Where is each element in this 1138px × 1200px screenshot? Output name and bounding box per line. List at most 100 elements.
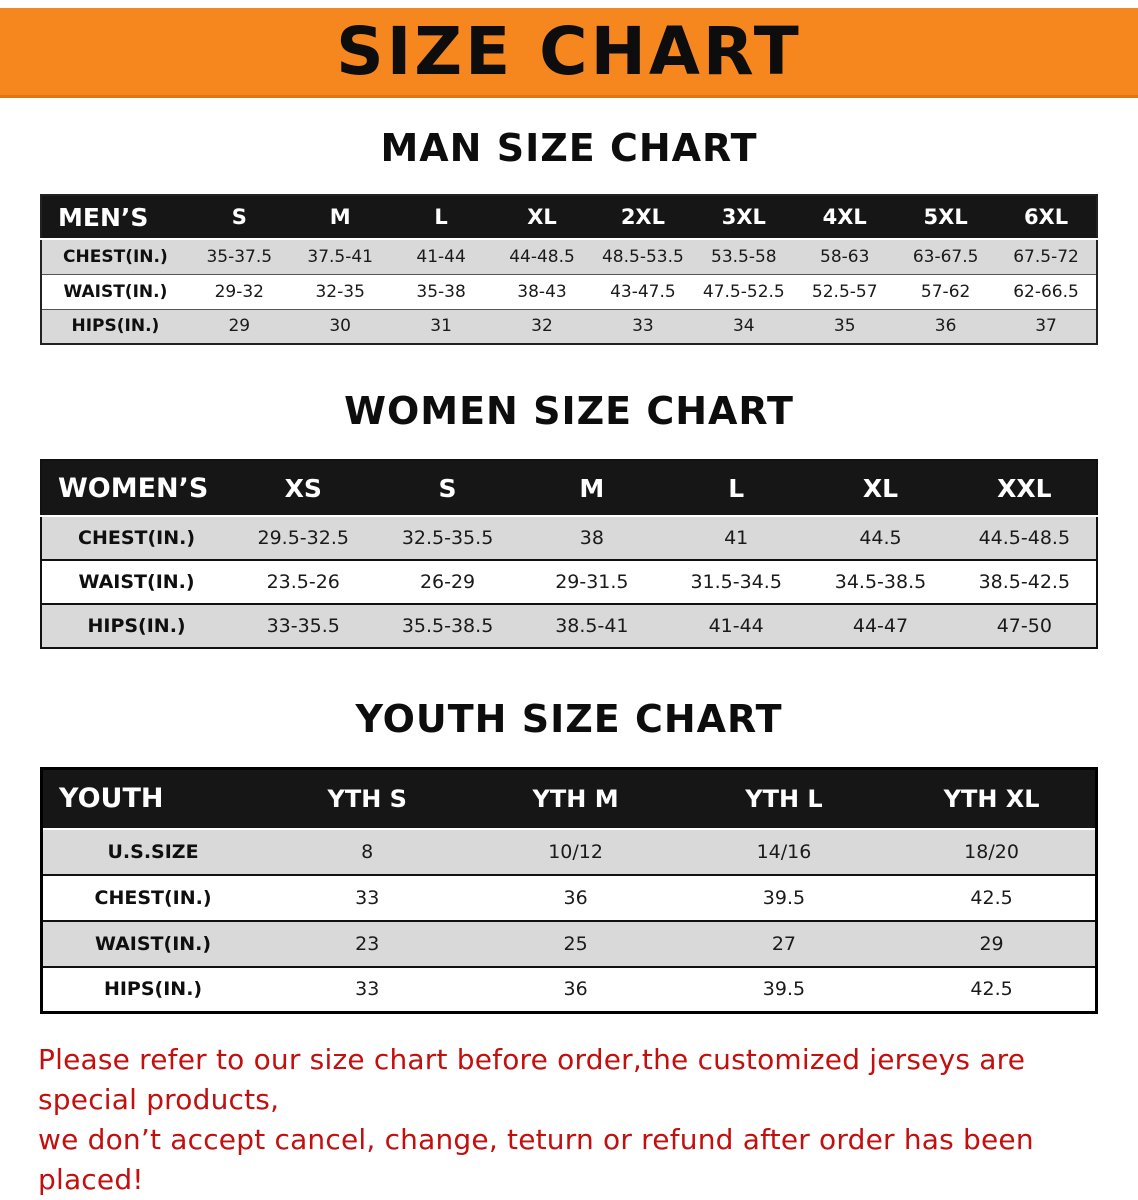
column-header: M (519, 460, 665, 517)
column-header: S (188, 195, 290, 240)
table-body: U.S.SIZE 8 10/12 14/16 18/20 CHEST(IN.) 33 36 39… (41, 828, 1097, 1013)
size-value-cell: 37.5-41 (307, 246, 373, 267)
column-header: S (375, 460, 520, 517)
size-value-cell: 48.5-53.5 (601, 246, 684, 267)
size-value-cell: 44.5-48.5 (978, 527, 1071, 549)
column-header: 4XL (794, 195, 896, 240)
row-label: WAIST(IN.) (94, 932, 212, 955)
size-value-cell: 53.5-58 (711, 246, 777, 267)
column-header: M (289, 195, 391, 240)
size-value-cell: 36 (563, 978, 588, 1001)
column-header: 3XL (693, 195, 795, 240)
size-value-cell: 35-38 (416, 281, 466, 302)
size-value-cell: 62-66.5 (1013, 281, 1079, 302)
size-value-cell: 39.5 (762, 978, 806, 1001)
size-value-cell: 8 (361, 840, 374, 863)
size-value-cell: 42.5 (970, 978, 1013, 1001)
table-head: MEN’S S M L XL 2XL 3XL 4XL 5XL 6XL (41, 195, 1097, 240)
column-header: 6XL (996, 195, 1097, 240)
disclaimer-line-1: Please refer to our size chart before or… (38, 1043, 1026, 1116)
size-value-cell: 31 (430, 316, 452, 337)
size-value-cell: 63-67.5 (912, 246, 979, 267)
size-value-cell: 41-44 (708, 615, 764, 637)
youth-size-chart-heading: YOUTH SIZE CHART (355, 697, 783, 741)
size-value-cell: 44-48.5 (509, 246, 575, 267)
table-row: CHEST(IN.) 35-37.5 37.5-41 41-44 44-48.5 48.5… (41, 239, 1097, 274)
column-header: 2XL (592, 195, 694, 240)
table-row: CHEST(IN.) 33 36 39.5 42.5 (41, 874, 1097, 921)
man-size-chart-heading: MAN SIZE CHART (380, 126, 758, 170)
size-value-cell: 41 (724, 527, 749, 549)
women-size-table-wrap: WOMEN’S XS S M L XL XXL CHEST(IN.) 29.5-32.5 32.5… (0, 459, 1138, 649)
size-value-cell: 37 (1035, 316, 1057, 337)
row-label: WAIST(IN.) (78, 571, 195, 593)
size-value-cell: 26-29 (419, 571, 476, 593)
column-header: YTH M (471, 768, 680, 830)
size-chart-banner: SIZE CHART (0, 8, 1138, 98)
size-value-cell: 10/12 (548, 840, 603, 863)
size-value-cell: 34 (732, 316, 755, 337)
size-value-cell: 47-50 (996, 615, 1052, 637)
youth-size-table: YOUTH YTH S YTH M YTH L YTH XL U.S.SIZE 8 10/12… (40, 767, 1098, 1014)
size-value-cell: 34.5-38.5 (834, 571, 927, 593)
size-value-cell: 27 (771, 932, 797, 955)
man-size-table-wrap: MEN’S S M L XL 2XL 3XL 4XL 5XL 6XL CHEST(IN.) 35-37… (0, 194, 1138, 345)
table-row: WAIST(IN.) 23.5-26 26-29 29-31.5 31.5-34.5 34… (41, 560, 1097, 604)
size-value-cell: 41-44 (416, 246, 466, 267)
size-value-cell: 18/20 (964, 840, 1019, 863)
column-header: 5XL (895, 195, 997, 240)
table-corner-label: YOUTH (41, 768, 264, 830)
table-row: WAIST(IN.) 23 25 27 29 (41, 920, 1097, 967)
size-value-cell: 38-43 (517, 281, 567, 302)
women-size-chart-section: WOMEN SIZE CHART WOMEN’S XS S M L XL XXL CHEST(… (0, 389, 1138, 649)
table-body: CHEST(IN.) 29.5-32.5 32.5-35.5 38 41 44.5 44.5… (41, 516, 1097, 648)
table-corner-label: MEN’S (41, 195, 189, 240)
column-header: L (664, 460, 809, 517)
disclaimer: Please refer to our size chart before or… (0, 1040, 1138, 1200)
size-value-cell: 43-47.5 (610, 281, 676, 302)
table-head: YOUTH YTH S YTH M YTH L YTH XL (41, 768, 1097, 830)
size-value-cell: 47.5-52.5 (702, 281, 785, 302)
size-value-cell: 14/16 (756, 840, 812, 863)
size-charts: MAN SIZE CHART MEN’S S M L XL 2XL 3XL 4XL 5XL 6XL… (0, 126, 1138, 1014)
size-value-cell: 25 (563, 932, 588, 955)
row-label: CHEST(IN.) (63, 246, 168, 267)
row-label: HIPS(IN.) (71, 316, 160, 337)
size-value-cell: 38.5-42.5 (978, 571, 1071, 593)
size-value-cell: 29 (228, 316, 251, 337)
column-header: YTH L (679, 768, 889, 830)
size-value-cell: 58-63 (820, 246, 870, 267)
table-row: WAIST(IN.) 29-32 32-35 35-38 38-43 43-47.5 47.… (41, 274, 1097, 309)
size-value-cell: 29-32 (214, 281, 264, 302)
size-value-cell: 36 (934, 316, 957, 337)
table-row: U.S.SIZE 8 10/12 14/16 18/20 (41, 828, 1097, 875)
size-value-cell: 33 (355, 978, 380, 1001)
size-value-cell: 33-35.5 (266, 615, 340, 637)
row-label: CHEST(IN.) (94, 886, 212, 909)
table-head: WOMEN’S XS S M L XL XXL (41, 460, 1097, 517)
size-value-cell: 35-37.5 (206, 246, 273, 267)
table-row: HIPS(IN.) 33-35.5 35.5-38.5 38.5-41 41-44 44-… (41, 604, 1097, 648)
row-label: CHEST(IN.) (78, 527, 196, 549)
man-size-table: MEN’S S M L XL 2XL 3XL 4XL 5XL 6XL CHEST(IN.) 35-37… (40, 194, 1098, 345)
column-header: YTH XL (888, 768, 1097, 830)
size-value-cell: 30 (329, 316, 351, 337)
header-row: MEN’S S M L XL 2XL 3XL 4XL 5XL 6XL (41, 195, 1097, 240)
size-value-cell: 44-47 (852, 615, 909, 637)
table-corner-label: WOMEN’S (41, 460, 232, 517)
size-value-cell: 52.5-57 (811, 281, 878, 302)
row-label: U.S.SIZE (107, 840, 199, 863)
table-row: HIPS(IN.) 29 30 31 32 33 34 35 36 37 (41, 309, 1097, 344)
women-size-table: WOMEN’S XS S M L XL XXL CHEST(IN.) 29.5-32.5 32.5… (40, 459, 1098, 649)
row-label: HIPS(IN.) (87, 615, 186, 637)
size-value-cell: 32 (531, 316, 553, 337)
youth-size-chart-section: YOUTH SIZE CHART YOUTH YTH S YTH M YTH L YTH… (0, 697, 1138, 1014)
size-value-cell: 42.5 (970, 886, 1013, 909)
column-header: L (390, 195, 492, 240)
size-value-cell: 33 (355, 886, 380, 909)
size-value-cell: 29 (979, 932, 1004, 955)
header-row: YOUTH YTH S YTH M YTH L YTH XL (41, 768, 1097, 830)
size-value-cell: 29-31.5 (555, 571, 629, 593)
column-header: XL (491, 195, 593, 240)
size-value-cell: 39.5 (762, 886, 806, 909)
